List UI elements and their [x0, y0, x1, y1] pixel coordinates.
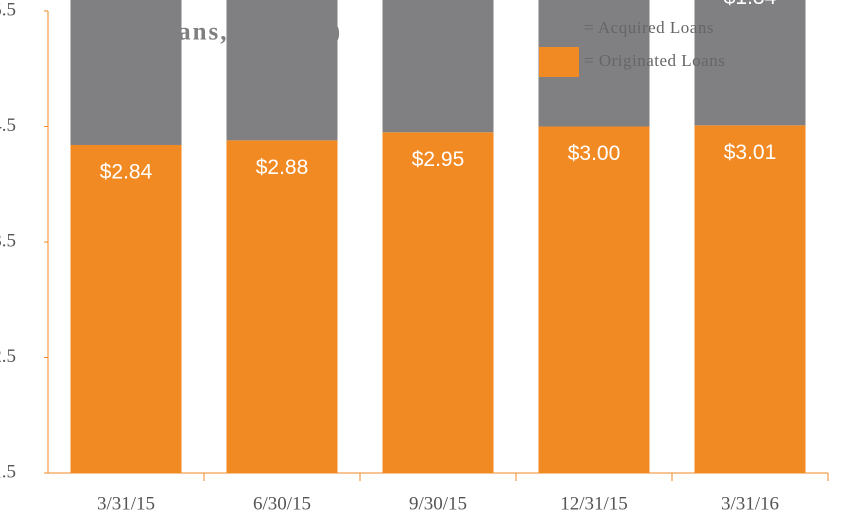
y-tick-label: 1.5 [0, 461, 16, 482]
bar-segment [382, 132, 494, 473]
x-tick-label: 9/30/15 [409, 493, 467, 514]
x-tick-label: 12/31/15 [560, 493, 628, 514]
bar-segment [226, 0, 338, 141]
y-tick-label: 4.5 [0, 115, 16, 136]
x-tick-label: 3/31/15 [97, 493, 155, 514]
legend-label: = Originated Loans [584, 51, 725, 70]
legend-label: = Acquired Loans [584, 18, 714, 37]
value-label: $1.34 [724, 0, 777, 9]
value-label: $1.42 [568, 0, 621, 1]
value-label: $2.95 [412, 148, 465, 171]
bar-segment [538, 126, 650, 473]
legend-swatch [539, 47, 579, 77]
bar-segment [694, 0, 806, 126]
value-label: $3.00 [568, 142, 621, 165]
y-tick-label: 2.5 [0, 346, 16, 367]
value-label: $3.01 [724, 141, 777, 164]
bar-segment [70, 0, 182, 145]
x-tick-label: 3/31/16 [721, 493, 779, 514]
value-label: $2.84 [100, 161, 153, 184]
legend-swatch [539, 14, 579, 44]
value-label: $2.88 [256, 156, 309, 179]
bar-segment [226, 140, 338, 474]
y-tick-label: 3.5 [0, 230, 16, 251]
bar-segment [694, 125, 806, 473]
x-tick-label: 6/30/15 [253, 493, 311, 514]
bar-segment [382, 0, 494, 133]
bar-segment [70, 144, 182, 474]
y-tick-label: 5.5 [0, 0, 16, 20]
